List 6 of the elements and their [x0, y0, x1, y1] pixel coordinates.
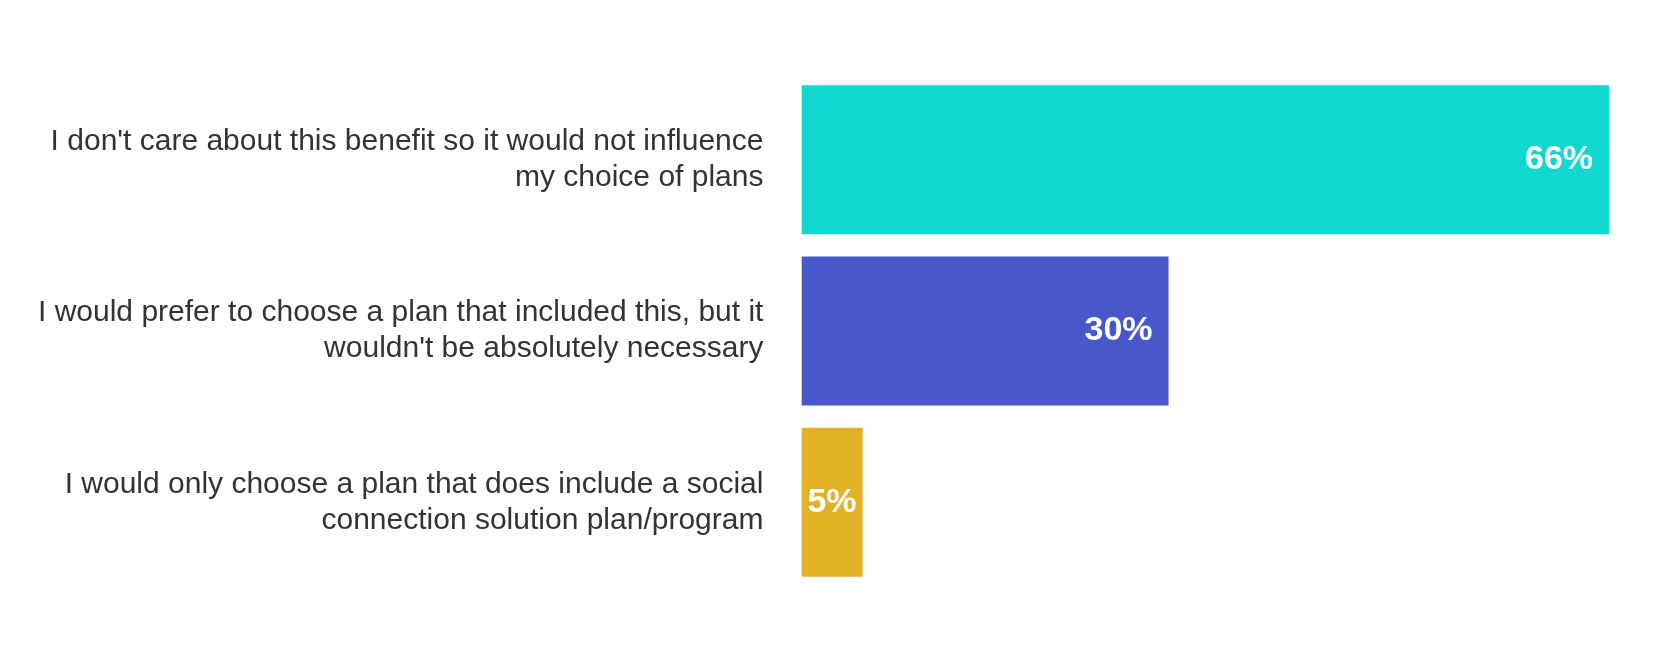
y-tick-label: I would prefer to choose a plan that included this, but it wouldn't be absolutely necessary: [38, 294, 765, 364]
data-label: 66%: [1525, 138, 1594, 177]
data-label: 30%: [1084, 309, 1153, 348]
y-tick-label: I would only choose a plan that does include a social connection solution plan/program: [64, 465, 764, 535]
data-label: 5%: [807, 480, 857, 519]
y-tick-label: I don't care about this benefit so it would not influence my choice of plans: [50, 122, 764, 192]
